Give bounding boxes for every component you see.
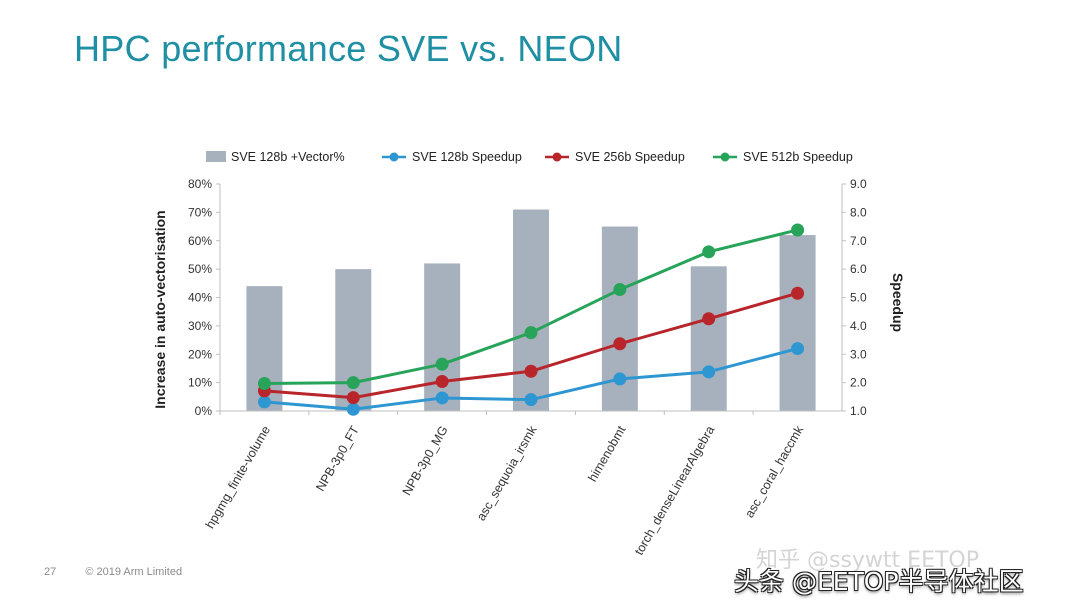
y-left-tick-label: 60% [188,234,212,248]
y-left-axis-title: Increase in auto-vectorisation [152,210,168,408]
chart-legend: SVE 128b +Vector% SVE 128b Speedup SVE 256… [206,150,853,164]
y-left-tick-label: 0% [195,404,213,418]
x-tick-label: NPB-3p0_FT [313,423,362,493]
series-1-point-2 [346,402,360,416]
y-right-axis-title: Speedup [890,273,906,332]
series-3-point-1 [257,376,271,390]
x-tick-label: torch_denseLinearAlgebra [632,423,717,557]
series-3-point-6 [702,245,716,259]
legend-marker-1 [389,152,399,162]
bar-2 [335,269,372,411]
series-3-point-2 [346,376,360,390]
y-left-tick-label: 20% [188,347,212,361]
y-left-tick-label: 40% [188,291,212,305]
series-2-point-2 [346,391,360,405]
legend-label-2: SVE 256b Speedup [575,150,685,164]
y-left-tick-label: 10% [188,376,212,390]
series-2-point-3 [435,374,449,388]
series-2-point-6 [702,312,716,326]
bar-6 [690,266,727,411]
slide-footer: 27 © 2019 Arm Limited [44,566,208,578]
watermark-bold: 头条 @EETOP半导体社区 [734,567,1024,596]
x-tick-label: NPB-3p0_MG [400,423,451,497]
y-left-tick-label: 80% [188,177,212,191]
watermark-faint: 知乎 @ssywtt EETOP [756,548,979,573]
legend-swatch-bars [206,151,226,162]
series-3-point-4 [524,326,538,340]
series-3-point-3 [435,357,449,371]
legend-marker-3 [720,152,730,162]
x-tick-label: asc_coral_haccmk [742,423,806,520]
series-2-point-4 [524,364,538,378]
slide-title: HPC performance SVE vs. NEON [74,28,623,69]
series-3-point-7 [791,223,805,237]
y-right-tick-label: 9.0 [850,177,867,191]
y-left-tick-label: 30% [188,319,212,333]
y-right-tick-label: 3.0 [850,347,867,361]
legend-marker-2 [552,152,562,162]
y-right-tick-label: 8.0 [850,205,867,219]
series-1-point-4 [524,393,538,407]
y-right-tick-label: 4.0 [850,319,867,333]
y-right-tick-label: 7.0 [850,234,867,248]
x-tick-label: asc_sequoia_irsmk [474,423,540,523]
chart-axes [216,183,846,415]
y-left-tick-label: 70% [188,205,212,219]
line-series [257,223,805,416]
y-right-tick-label: 1.0 [850,404,867,418]
y-right-tick-label: 2.0 [850,376,867,390]
y-left-tick-label: 50% [188,262,212,276]
bar-4 [513,209,549,411]
legend-label-1: SVE 128b Speedup [412,150,522,164]
bar-7 [779,235,816,411]
series-1-point-1 [257,395,271,409]
bar-series [246,209,816,411]
page-number: 27 [44,566,57,578]
x-tick-label: himenobmt [585,423,628,484]
legend-label-3: SVE 512b Speedup [743,150,853,164]
y-right-tick-label: 6.0 [850,262,867,276]
series-3-point-5 [613,283,627,297]
x-tick-label: hpgmg_finite-volume [203,423,273,531]
series-1-point-5 [613,372,627,386]
series-2-point-7 [791,286,805,300]
y-right-tick-label: 5.0 [850,291,867,305]
bar-3 [424,263,461,411]
legend-label-bars: SVE 128b +Vector% [231,150,345,164]
series-2-point-5 [613,337,627,351]
series-1-point-6 [702,365,716,379]
copyright: © 2019 Arm Limited [85,566,183,578]
series-1-point-7 [791,342,805,356]
series-1-point-3 [435,391,449,405]
